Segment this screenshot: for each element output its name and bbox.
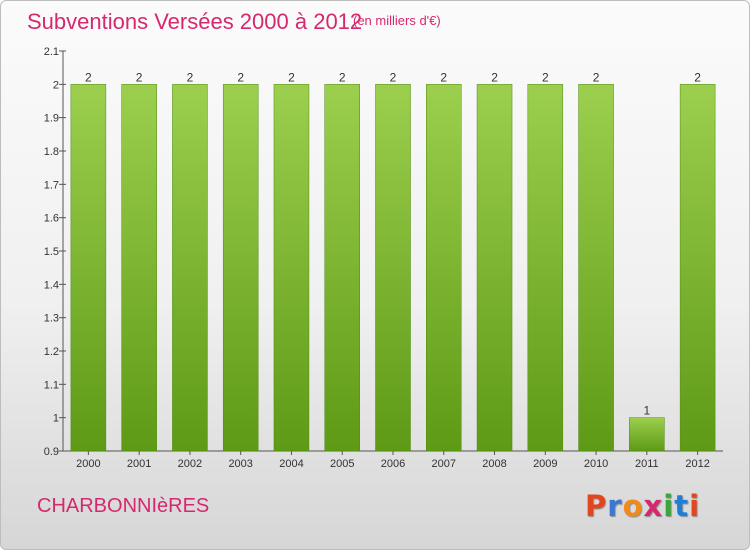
logo-letter: r — [607, 489, 623, 523]
data-label: 2 — [237, 70, 244, 84]
bar-2008 — [476, 84, 513, 452]
data-label: 2 — [136, 70, 143, 84]
logo-letter: x — [643, 489, 664, 523]
x-tick-label: 2001 — [127, 458, 151, 470]
bar-2001 — [121, 84, 157, 452]
bar-2009 — [527, 84, 564, 452]
bar-2006 — [375, 84, 411, 452]
bar-2002 — [172, 84, 208, 452]
x-tick-label: 2008 — [482, 458, 506, 470]
bar-2000 — [70, 84, 107, 452]
y-tick-label: 1 — [53, 413, 59, 425]
x-tick-label: 2007 — [432, 458, 456, 470]
y-tick-label: 1.7 — [44, 179, 59, 191]
y-tick-label: 1.8 — [44, 146, 59, 158]
bar-2010 — [578, 84, 614, 452]
data-label: 2 — [288, 70, 295, 84]
data-label: 2 — [593, 70, 600, 84]
y-tick-label: 1.4 — [44, 279, 59, 291]
bar-2003 — [222, 84, 259, 452]
bar-2004 — [273, 84, 310, 452]
data-label: 1 — [644, 404, 651, 418]
y-tick-label: 1.6 — [44, 213, 59, 225]
x-tick-label: 2002 — [178, 458, 202, 470]
x-tick-label: 2011 — [635, 458, 659, 470]
data-label: 2 — [390, 70, 397, 84]
x-tick-label: 2005 — [330, 458, 354, 470]
y-tick-label: 1.5 — [44, 246, 59, 258]
y-tick-label: 1.3 — [44, 313, 59, 325]
y-tick-label: 1.2 — [44, 346, 59, 358]
chart-subtitle: (en milliers d'€) — [353, 13, 441, 28]
data-label: 2 — [339, 70, 346, 84]
bar-2007 — [426, 84, 462, 452]
data-label: 2 — [440, 70, 447, 84]
logo-letter: i — [689, 489, 701, 523]
data-label: 2 — [85, 70, 92, 84]
chart-title: Subventions Versées 2000 à 2012 — [27, 9, 363, 34]
y-tick-label: 2.1 — [44, 46, 59, 58]
data-label: 2 — [491, 70, 498, 84]
x-tick-label: 2006 — [381, 458, 405, 470]
x-tick-label: 2000 — [76, 458, 100, 470]
logo-letter: o — [622, 489, 644, 523]
bar-2012 — [679, 84, 716, 452]
bar-2011 — [629, 417, 665, 452]
y-tick-label: 2 — [53, 79, 59, 91]
data-label: 2 — [694, 70, 701, 84]
y-tick-label: 1.9 — [44, 113, 59, 125]
x-tick-label: 2012 — [685, 458, 709, 470]
proxiti-logo: Proxiti — [585, 489, 700, 523]
commune-name: CHARBONNIèRES — [37, 495, 210, 517]
data-label: 2 — [542, 70, 549, 84]
x-tick-label: 2010 — [584, 458, 608, 470]
logo-letter: t — [674, 489, 690, 523]
y-tick-label: 1.1 — [44, 379, 59, 391]
x-tick-label: 2003 — [228, 458, 252, 470]
logo-letter: i — [663, 489, 675, 523]
x-tick-label: 2009 — [533, 458, 557, 470]
bar-2005 — [324, 84, 360, 452]
data-label: 2 — [187, 70, 194, 84]
logo-letter: P — [585, 489, 608, 523]
y-tick-label: 0.9 — [44, 446, 59, 458]
x-tick-label: 2004 — [279, 458, 303, 470]
